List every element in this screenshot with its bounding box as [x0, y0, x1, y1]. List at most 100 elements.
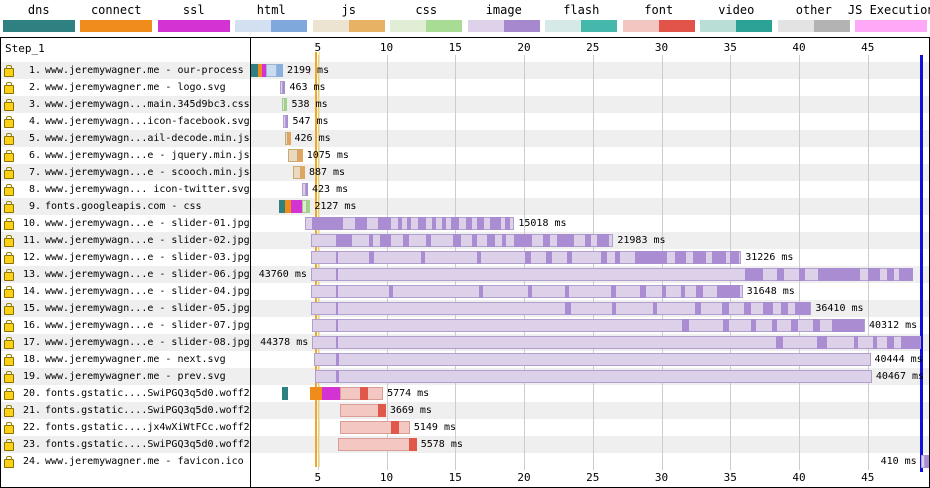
waterfall-bar-connect[interactable] [285, 200, 291, 213]
waterfall-bar-img-d[interactable] [661, 285, 666, 298]
waterfall-bar-img-d[interactable] [514, 234, 533, 247]
waterfall-bar-img-d[interactable] [812, 319, 820, 332]
waterfall-bar-font-l[interactable] [337, 438, 417, 451]
waterfall-bar-img-d[interactable] [466, 217, 472, 230]
waterfall-bar-img-l[interactable] [301, 183, 307, 196]
waterfall-bar-img-d[interactable] [525, 251, 531, 264]
waterfall-bar-img-d[interactable] [744, 302, 751, 315]
waterfall-bar-ssl[interactable] [262, 64, 267, 77]
waterfall-bar-img-d[interactable] [730, 251, 739, 264]
request-row[interactable]: 24. www.jeremywagner.me - favicon.ico 410 … [1, 453, 929, 470]
waterfall-bar-img-d[interactable] [832, 319, 864, 332]
waterfall-bar-img-d[interactable] [722, 302, 729, 315]
waterfall-bar-img-d[interactable] [407, 217, 412, 230]
waterfall-bar-img-l[interactable] [312, 336, 922, 349]
waterfall-bar-img-d[interactable] [750, 319, 757, 332]
waterfall-bar-img-d[interactable] [601, 251, 607, 264]
waterfall-bar-img-d[interactable] [873, 336, 878, 349]
waterfall-bar-img-d[interactable] [639, 285, 647, 298]
request-row[interactable]: 5. www.jeremywagn...ail-decode.min.js 426 … [1, 130, 929, 147]
waterfall-bar-font-d[interactable] [409, 438, 417, 451]
waterfall-bar-font-d[interactable] [390, 421, 399, 434]
waterfall-bar-img-d[interactable] [336, 302, 339, 315]
waterfall-bar-img-d[interactable] [763, 302, 773, 315]
waterfall-bar-img-d[interactable] [336, 285, 339, 298]
request-row[interactable]: 18. www.jeremywagner.me - next.svg 40444 m… [1, 351, 929, 368]
waterfall-bar-img-d[interactable] [565, 302, 571, 315]
request-row[interactable]: 19. www.jeremywagner.me - prev.svg 40467 m… [1, 368, 929, 385]
request-row[interactable]: 7. www.jeremywagn...e - scooch.min.js 887 … [1, 164, 929, 181]
waterfall-bar-js-l[interactable] [288, 149, 298, 162]
waterfall-bar-img-d[interactable] [528, 285, 533, 298]
waterfall-bar-js-d[interactable] [288, 132, 291, 145]
waterfall-bar-img-d[interactable] [777, 268, 784, 281]
waterfall-bar-connect[interactable] [310, 387, 322, 400]
waterfall-bar-img-d[interactable] [477, 217, 485, 230]
waterfall-bar-img-d[interactable] [389, 285, 394, 298]
waterfall-bar-img-d[interactable] [336, 319, 339, 332]
waterfall-bar-css-d[interactable] [307, 200, 311, 213]
waterfall-bar-img-d[interactable] [867, 268, 881, 281]
waterfall-bar-img-d[interactable] [471, 234, 478, 247]
waterfall-bar-img-d[interactable] [712, 251, 727, 264]
request-row[interactable]: 10. www.jeremywagn...e - slider-01.jpg 150… [1, 215, 929, 232]
waterfall-bar-img-d[interactable] [546, 251, 552, 264]
waterfall-bar-img-d[interactable] [336, 370, 340, 383]
waterfall-bar-img-d[interactable] [489, 217, 501, 230]
waterfall-bar-js-d[interactable] [297, 149, 303, 162]
waterfall-bar-font-l[interactable] [339, 421, 410, 434]
waterfall-bar-img-d[interactable] [451, 217, 460, 230]
waterfall-bar-img-d[interactable] [282, 81, 286, 94]
request-row[interactable]: 14. www.jeremywagn...e - slider-04.jpg 316… [1, 283, 929, 300]
waterfall-bar-img-d[interactable] [403, 234, 409, 247]
waterfall-bar-img-d[interactable] [378, 217, 391, 230]
waterfall-bar-img-d[interactable] [610, 285, 617, 298]
waterfall-bar-img-d[interactable] [379, 234, 391, 247]
waterfall-bar-img-d[interactable] [368, 234, 373, 247]
waterfall-bar-img-d[interactable] [716, 285, 740, 298]
request-row[interactable]: 17. www.jeremywagn...e - slider-08.jpg 443… [1, 334, 929, 351]
waterfall-bar-img-d[interactable] [693, 251, 706, 264]
request-row[interactable]: 3. www.jeremywagn...main.345d9bc3.css 538 … [1, 96, 929, 113]
waterfall-bar-img-d[interactable] [694, 302, 702, 315]
waterfall-bar-img-d[interactable] [426, 234, 431, 247]
waterfall-bar-img-d[interactable] [680, 285, 685, 298]
request-row[interactable]: 1. www.jeremywagner.me - our-process 2199 … [1, 62, 929, 79]
waterfall-bar-img-d[interactable] [818, 268, 860, 281]
waterfall-bar-img-d[interactable] [924, 455, 929, 468]
waterfall-bar-html-l[interactable] [266, 64, 278, 77]
waterfall-bar-img-l[interactable] [314, 353, 871, 366]
request-row[interactable]: 12. www.jeremywagn...e - slider-03.jpg 312… [1, 249, 929, 266]
waterfall-bar-css-l[interactable] [282, 98, 286, 111]
waterfall-bar-img-d[interactable] [335, 234, 353, 247]
request-row[interactable]: 6. www.jeremywagn...e - jquery.min.js 1075… [1, 147, 929, 164]
waterfall-bar-img-d[interactable] [816, 336, 827, 349]
waterfall-bar-img-d[interactable] [790, 319, 798, 332]
waterfall-bar-img-d[interactable] [887, 336, 894, 349]
request-row[interactable]: 8. www.jeremywagn... icon-twitter.svg 423 … [1, 181, 929, 198]
waterfall-bar-js-l[interactable] [285, 132, 289, 145]
waterfall-bar-css-d[interactable] [285, 98, 288, 111]
waterfall-bar-img-l[interactable] [279, 81, 283, 94]
request-row[interactable]: 4. www.jeremywagn...icon-facebook.svg 547 … [1, 113, 929, 130]
waterfall-bar-img-d[interactable] [368, 251, 375, 264]
waterfall-bar-img-d[interactable] [799, 268, 805, 281]
waterfall-bar-img-d[interactable] [771, 319, 777, 332]
waterfall-bar-img-d[interactable] [854, 336, 859, 349]
waterfall-bar-img-d[interactable] [794, 302, 810, 315]
waterfall-bar-js-l[interactable] [293, 166, 301, 179]
waterfall-bar-font-d[interactable] [360, 387, 368, 400]
waterfall-bar-img-d[interactable] [695, 285, 703, 298]
waterfall-bar-img-d[interactable] [452, 234, 461, 247]
waterfall-bar-img-d[interactable] [311, 217, 343, 230]
waterfall-bar-img-d[interactable] [306, 183, 308, 196]
waterfall-bar-html-d[interactable] [277, 64, 283, 77]
waterfall-bar-img-d[interactable] [723, 319, 729, 332]
waterfall-bar-img-d[interactable] [502, 234, 507, 247]
request-row[interactable]: 20. fonts.gstatic....SwiPGQ3q5d0.woff2 577… [1, 385, 929, 402]
waterfall-bar-img-l[interactable] [920, 455, 925, 468]
waterfall-bar-img-d[interactable] [336, 336, 339, 349]
waterfall-bar-img-d[interactable] [477, 251, 482, 264]
waterfall-bar-img-l[interactable] [282, 115, 286, 128]
waterfall-bar-dns[interactable] [249, 64, 258, 77]
